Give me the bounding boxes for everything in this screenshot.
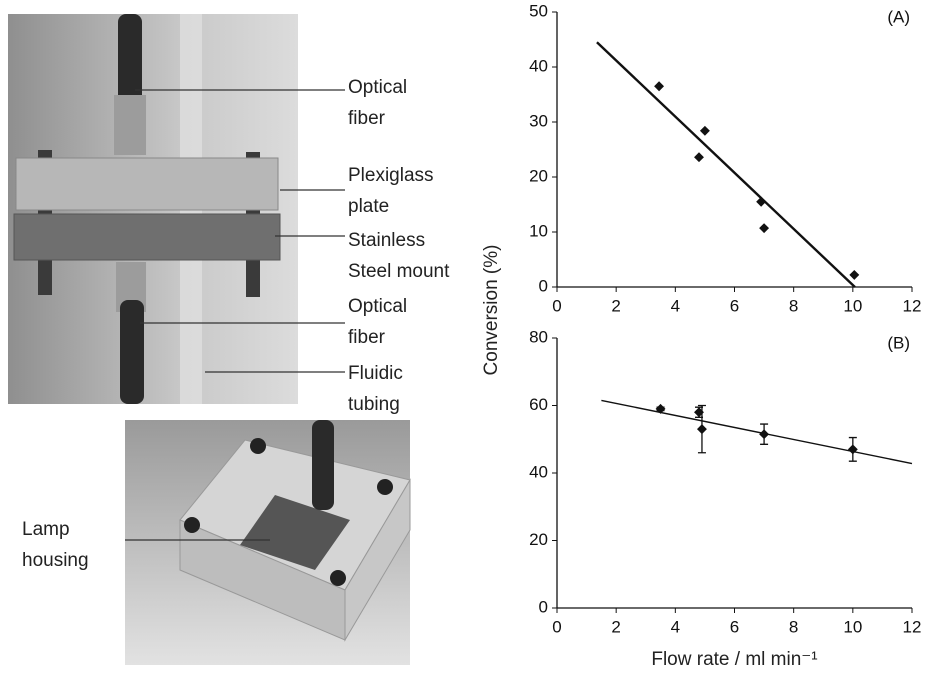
- y-tick-label: 80: [529, 327, 548, 346]
- photo-label: Plexiglass: [348, 165, 434, 186]
- data-point: [759, 429, 770, 440]
- data-point: [694, 152, 704, 163]
- leader-lines: [125, 89, 345, 541]
- data-point: [847, 444, 858, 455]
- photo-label: plate: [348, 196, 389, 217]
- y-tick-label: 0: [539, 597, 548, 616]
- data-point: [654, 81, 665, 92]
- x-tick-label: 10: [843, 296, 862, 315]
- photo-label: fiber: [348, 108, 386, 129]
- data-point: [756, 196, 767, 207]
- photo-label: Stainless: [348, 230, 425, 251]
- y-tick-label: 40: [529, 462, 548, 481]
- x-tick-label: 12: [903, 617, 922, 636]
- photo-lamp-housing: [125, 420, 411, 665]
- x-tick-label: 8: [789, 617, 798, 636]
- x-tick-label: 6: [730, 617, 739, 636]
- x-tick-label: 6: [730, 296, 739, 315]
- y-tick-label: 40: [529, 56, 548, 75]
- x-tick-label: 2: [611, 617, 620, 636]
- photo-label: Optical: [348, 77, 407, 98]
- x-tick-label: 12: [903, 296, 922, 315]
- photo-label: Steel mount: [348, 261, 450, 282]
- x-axis-label: Flow rate / ml min⁻¹: [651, 649, 817, 670]
- photo-label: Optical: [348, 296, 407, 317]
- photo-label: housing: [22, 550, 89, 571]
- photo-label: Lamp: [22, 519, 70, 540]
- data-point: [655, 403, 666, 414]
- x-tick-label: 8: [789, 296, 798, 315]
- photo-label: fiber: [348, 327, 386, 348]
- y-tick-label: 10: [529, 221, 548, 240]
- photo-label: Fluidic: [348, 363, 403, 384]
- x-tick-label: 0: [552, 296, 561, 315]
- y-tick-label: 20: [529, 166, 548, 185]
- x-tick-label: 10: [843, 617, 862, 636]
- y-tick-label: 60: [529, 395, 548, 414]
- x-tick-label: 2: [611, 296, 620, 315]
- x-tick-label: 4: [671, 296, 680, 315]
- fit-line: [601, 399, 913, 465]
- x-tick-label: 0: [552, 617, 561, 636]
- y-axis-label: Conversion (%): [481, 245, 502, 376]
- photo-label: tubing: [348, 394, 400, 415]
- data-point: [849, 269, 860, 280]
- photo-reactor: [8, 14, 298, 404]
- data-point: [699, 125, 710, 136]
- data-point: [759, 223, 770, 234]
- y-tick-label: 50: [529, 1, 548, 20]
- x-tick-label: 4: [671, 617, 680, 636]
- fit-line: [596, 41, 856, 288]
- panel-label: (A): [887, 7, 910, 26]
- y-tick-label: 0: [539, 276, 548, 295]
- y-tick-label: 20: [529, 530, 548, 549]
- data-point: [697, 424, 707, 435]
- y-tick-label: 30: [529, 111, 548, 130]
- panel-label: (B): [887, 333, 910, 352]
